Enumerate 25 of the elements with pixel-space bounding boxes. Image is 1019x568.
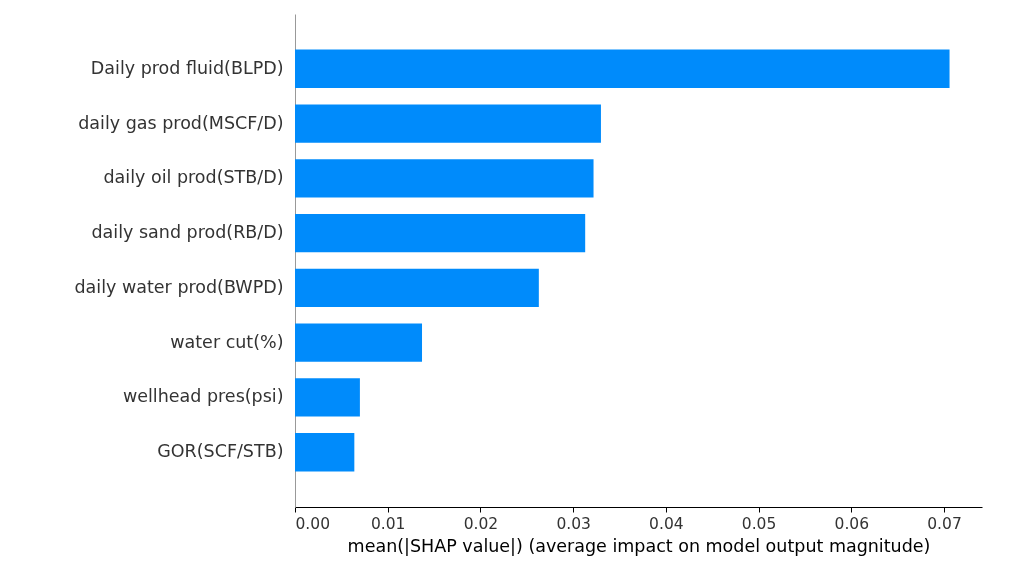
x-tick-label: 0.04 — [649, 514, 684, 533]
y-tick-label: daily gas prod(MSCF/D) — [78, 112, 284, 133]
x-tick-label: 0.03 — [556, 514, 591, 533]
bar — [295, 213, 586, 253]
y-tick-label: daily oil prod(STB/D) — [103, 167, 284, 188]
x-tick-label: 0.02 — [463, 514, 499, 533]
y-tick-label: GOR(SCF/STB) — [157, 441, 284, 462]
x-tick-label: 0.07 — [927, 514, 962, 533]
x-tick-label: 0.05 — [741, 514, 777, 533]
x-tick-label: 0.00 — [295, 514, 331, 533]
y-tick-label: daily water prod(BWPD) — [74, 276, 284, 297]
y-tick-label: water cut(%) — [170, 331, 284, 352]
y-tick-label: wellhead pres(psi) — [122, 386, 284, 407]
bar — [295, 104, 601, 143]
y-tick-label: daily sand prod(RB/D) — [91, 222, 284, 243]
bar — [295, 433, 355, 472]
bar — [295, 159, 594, 198]
bar — [295, 323, 423, 362]
x-tick-label: 0.01 — [370, 514, 406, 533]
bar — [295, 378, 360, 417]
bar — [295, 268, 539, 308]
y-tick-label: Daily prod fluid(BLPD) — [90, 57, 284, 78]
x-axis-title: mean(|SHAP value|) (average impact on model output magnitude) — [347, 536, 931, 556]
x-tick-label: 0.06 — [834, 514, 870, 533]
bar — [295, 49, 950, 88]
